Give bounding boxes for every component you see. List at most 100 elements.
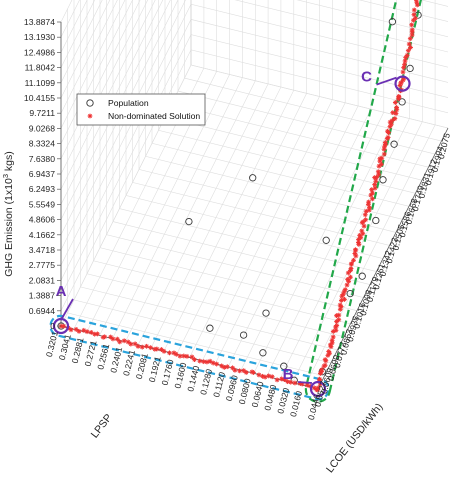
star-stroke: [362, 224, 367, 229]
star-stroke: [282, 377, 287, 382]
population-point: [379, 176, 387, 184]
annotation-circle-b: [309, 380, 327, 398]
grid-line-lcoe: [177, 0, 436, 155]
star-stroke: [260, 374, 265, 379]
lcoe-axis-label: LCOE (USD/kWh): [324, 401, 386, 475]
star-stroke: [393, 100, 398, 105]
annotation-label-c: C: [361, 69, 372, 86]
star-stroke: [275, 377, 280, 382]
non-dominated-point: [322, 362, 328, 368]
lpsp-tick-label: 0.0160: [288, 390, 304, 418]
non-dominated-point: [342, 287, 348, 293]
star-stroke: [190, 354, 195, 359]
star-stroke: [374, 175, 379, 180]
star-stroke: [345, 282, 350, 287]
non-dominated-point: [400, 69, 406, 75]
non-dominated-point: [184, 353, 190, 359]
star-stroke: [393, 111, 398, 116]
non-dominated-point: [110, 336, 116, 342]
legend-box: [76, 93, 206, 126]
non-dominated-point: [144, 343, 149, 349]
star-stroke: [373, 186, 377, 191]
non-dominated-point: [121, 338, 127, 344]
population-point: [322, 236, 330, 244]
star-stroke: [408, 45, 413, 50]
z-axis-label: GHG Emission (1x103 kgs): [1, 151, 15, 277]
annotation-arrow-b: [297, 381, 313, 384]
non-dominated-point: [348, 261, 354, 267]
star-stroke: [110, 336, 115, 341]
star-stroke: [241, 368, 246, 373]
star-stroke: [319, 367, 324, 372]
non-dominated-point: [394, 105, 399, 110]
star-stroke: [192, 357, 197, 362]
non-dominated-point: [374, 175, 379, 180]
star-stroke: [159, 347, 164, 352]
star-stroke: [316, 385, 321, 390]
star-stroke: [201, 359, 206, 364]
legend-population-label: Population: [108, 98, 149, 108]
star-stroke: [144, 344, 149, 349]
star-stroke: [88, 114, 92, 118]
star-stroke: [370, 196, 375, 201]
star-stroke: [348, 275, 353, 280]
non-dominated-point: [352, 251, 358, 256]
non-dominated-point: [87, 113, 93, 119]
non-dominated-point: [315, 385, 321, 391]
z-tick-label: 9.7211: [29, 108, 55, 118]
star-stroke: [102, 334, 107, 339]
grid-line-lcoe: [99, 0, 358, 311]
non-dominated-point: [330, 334, 336, 340]
non-dominated-point: [317, 376, 322, 382]
star-stroke: [356, 240, 361, 245]
non-dominated-point: [135, 343, 141, 349]
non-dominated-point: [61, 323, 67, 329]
non-dominated-point: [81, 327, 87, 333]
grid-line-lcoe: [125, 0, 384, 259]
grid-line-z: [60, 0, 118, 114]
star-stroke: [178, 354, 183, 359]
non-dominated-point: [353, 247, 358, 253]
grid-line-lcoe: [73, 0, 332, 364]
non-dominated-point: [366, 199, 372, 205]
star-stroke: [333, 328, 338, 333]
non-dominated-point: [221, 365, 227, 370]
z-tick-label: 12.4986: [24, 47, 55, 57]
star-stroke: [360, 231, 365, 236]
z-axis-tick-labels: 0 0.6944 1.3887 2.0831 2.7775 3.4718 4.1662 4.8…: [24, 17, 61, 331]
star-stroke: [405, 53, 410, 58]
non-dominated-point: [322, 357, 328, 363]
non-dominated-point: [409, 27, 415, 33]
z-tick-label: 7.6380: [29, 154, 56, 164]
star-stroke: [92, 332, 97, 337]
annotation-circle-c: [394, 75, 411, 92]
star-stroke: [148, 345, 153, 350]
non-dominated-point: [224, 364, 230, 370]
star-stroke: [379, 162, 384, 167]
star-stroke: [154, 346, 159, 351]
star-stroke: [413, 16, 418, 21]
population-point: [358, 272, 366, 280]
non-dominated-point: [210, 360, 216, 366]
non-dominated-point: [337, 302, 343, 308]
star-stroke: [336, 313, 341, 318]
non-dominated-point: [336, 312, 342, 318]
non-dominated-point: [148, 345, 154, 351]
non-dominated-point: [373, 178, 379, 184]
star-stroke: [185, 354, 189, 359]
star-stroke: [77, 329, 82, 334]
star-stroke: [329, 344, 334, 349]
non-dominated-point: [132, 341, 138, 347]
star-stroke: [385, 129, 390, 134]
non-dominated-point: [362, 212, 368, 218]
star-stroke: [331, 334, 336, 339]
non-dominated-point: [102, 334, 108, 340]
grid-line-z: [60, 0, 141, 159]
grid-line-z: [60, 0, 133, 144]
non-dominated-point: [405, 48, 411, 54]
star-stroke: [415, 2, 420, 7]
non-dominated-point: [333, 327, 339, 333]
population-point: [398, 98, 406, 106]
star-stroke: [406, 48, 411, 53]
population-point: [259, 349, 267, 357]
